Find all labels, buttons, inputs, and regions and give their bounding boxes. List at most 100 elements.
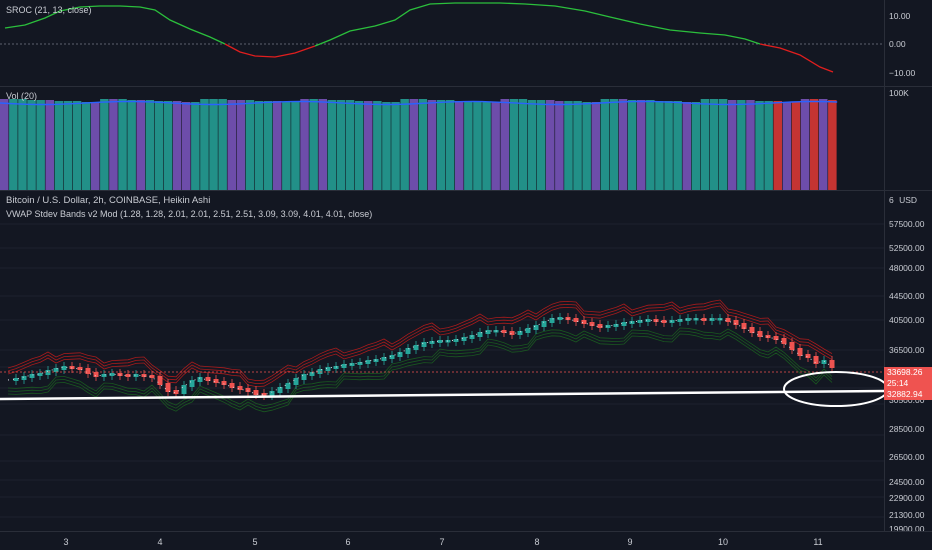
candle-body — [437, 340, 443, 343]
pane-separator[interactable] — [0, 190, 932, 191]
volume-bar — [136, 100, 145, 190]
volume-bar — [618, 99, 628, 190]
candle-body — [685, 318, 691, 321]
volume-bar — [455, 101, 464, 190]
volume-bar — [700, 99, 710, 190]
price-tick: 26500.00 — [889, 452, 925, 462]
volume-bar — [72, 101, 82, 190]
sroc-tick: 0.00 — [889, 39, 906, 49]
volume-bar — [9, 99, 18, 190]
volume-bar — [218, 99, 227, 190]
candle-body — [805, 354, 811, 358]
candle-body — [77, 367, 83, 370]
volume-bar — [546, 100, 555, 190]
sroc-plot — [0, 2, 884, 73]
vwap-lower-band — [7, 330, 833, 410]
volume-bar — [172, 101, 182, 190]
line-price-tag: 32882.94 — [884, 389, 932, 400]
price-tick: 48000.00 — [889, 263, 925, 273]
candle-body — [701, 318, 707, 321]
volume-bar — [637, 100, 646, 190]
pane-separator[interactable] — [0, 86, 932, 87]
volume-bar — [282, 102, 291, 190]
candle-body — [381, 357, 387, 361]
price-tick: 22900.00 — [889, 493, 925, 503]
volume-bar — [109, 99, 118, 190]
candle-body — [829, 360, 835, 368]
indicator-title: VWAP Stdev Bands v2 Mod (1.28, 1.28, 2.0… — [6, 209, 373, 219]
vwap-upper-band — [7, 302, 833, 385]
price-tick: 40500.00 — [889, 315, 925, 325]
price-tick: 19900.00 — [889, 524, 925, 534]
volume-bar — [391, 102, 400, 190]
candle-body — [189, 380, 195, 387]
volume-bar — [191, 102, 200, 190]
currency-code: USD — [899, 195, 918, 205]
volume-bar — [746, 100, 755, 190]
candle-body — [405, 348, 411, 354]
sroc-line-segment — [314, 2, 761, 47]
candle-body — [29, 374, 35, 378]
volume-bar — [482, 102, 491, 190]
volume-bar — [828, 100, 837, 190]
volume-bar — [728, 100, 737, 190]
candle-body — [213, 379, 219, 383]
volume-bar — [573, 101, 582, 190]
sroc-pane[interactable]: SROC (21, 13, close) — [0, 0, 884, 86]
volume-axis[interactable]: 100K — [884, 87, 932, 190]
candle-body — [501, 330, 507, 333]
candle-body — [797, 348, 803, 356]
candle-body — [373, 359, 379, 362]
candle-body — [117, 373, 123, 376]
candle-body — [669, 320, 675, 323]
volume-bar — [300, 99, 309, 190]
vwap-lower-band — [7, 327, 833, 407]
volume-bar — [737, 100, 746, 190]
candle-body — [613, 324, 619, 327]
candle-body — [389, 355, 395, 359]
volume-bar — [691, 102, 701, 190]
volume-bar — [718, 99, 728, 190]
candle-body — [813, 356, 819, 364]
volume-bar — [345, 100, 355, 190]
vwap-lower-band — [7, 333, 833, 413]
candle-body — [485, 330, 491, 334]
candle-body — [517, 331, 523, 335]
candle-body — [549, 318, 555, 323]
price-pane[interactable]: Bitcoin / U.S. Dollar, 2h, COINBASE, Hei… — [0, 191, 889, 531]
volume-bar — [655, 101, 664, 190]
candle-body — [637, 320, 643, 323]
candle-body — [365, 360, 371, 364]
time-label: 7 — [439, 537, 445, 547]
volume-bar — [127, 100, 136, 190]
candle-body — [741, 323, 747, 329]
sroc-line-segment — [4, 5, 226, 45]
candle-body — [325, 367, 331, 371]
price-tick: 57500.00 — [889, 219, 925, 229]
volume-bar — [445, 100, 455, 190]
vwap-line — [7, 317, 833, 396]
price-tick: 52500.00 — [889, 243, 925, 253]
price-axis[interactable]: 6 USD 57500.00 52500.00 48000.00 44500.00 40… — [884, 191, 932, 534]
time-label: 8 — [534, 537, 540, 547]
volume-bar — [764, 101, 773, 190]
price-tick: 28500.00 — [889, 424, 925, 434]
volume-bar — [464, 101, 473, 190]
volume-bar — [709, 99, 719, 190]
sroc-axis[interactable]: 10.00 0.00 −10.00 — [884, 0, 932, 86]
candle-body — [149, 375, 155, 378]
time-label: 11 — [813, 537, 823, 547]
volume-bar — [154, 101, 164, 190]
time-label: 6 — [345, 537, 351, 547]
volume-bar — [63, 101, 73, 190]
candle-body — [109, 373, 115, 376]
volume-pane[interactable]: Vol (20) — [0, 87, 884, 190]
volume-bar — [364, 101, 373, 190]
candle-body — [765, 335, 771, 338]
candle-body — [413, 345, 419, 350]
candle-body — [261, 393, 267, 396]
volume-bar — [564, 101, 573, 190]
candle-body — [21, 376, 27, 380]
volume-bar — [382, 102, 391, 190]
volume-bar — [336, 100, 346, 190]
